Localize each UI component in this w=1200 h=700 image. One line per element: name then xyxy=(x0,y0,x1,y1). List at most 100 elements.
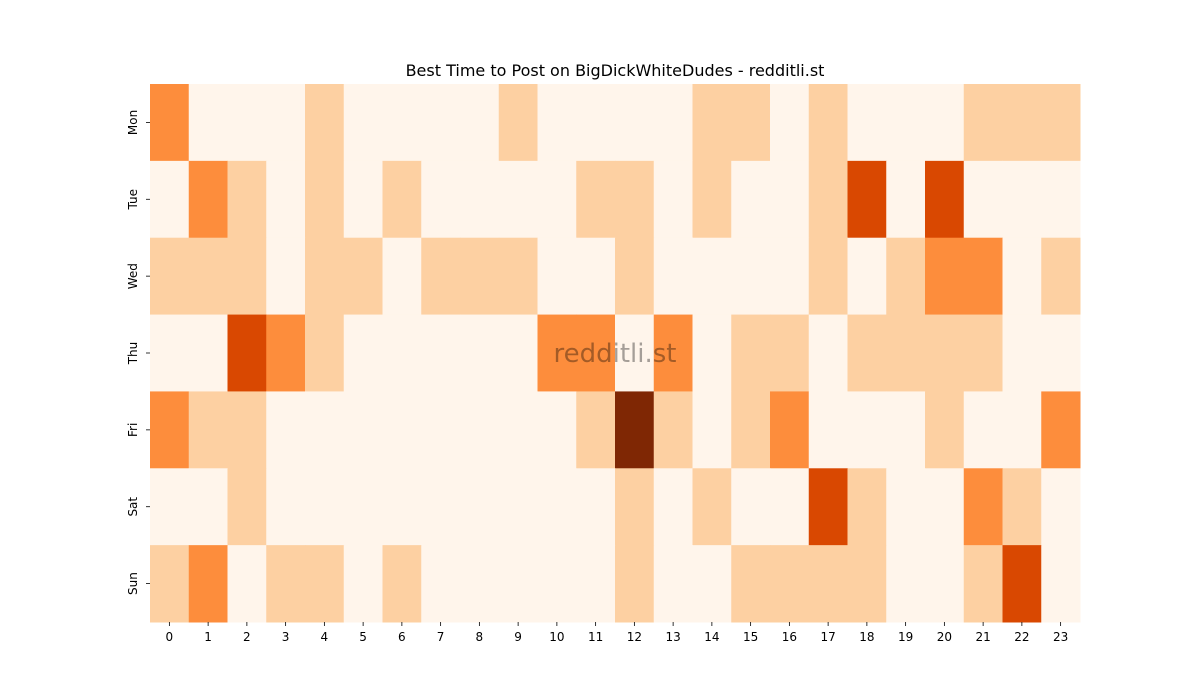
heat-cell xyxy=(653,545,693,623)
x-tick-label: 11 xyxy=(588,630,603,644)
x-tick-label: 22 xyxy=(1014,630,1029,644)
heat-cell xyxy=(421,237,461,316)
y-tick-label: Thu xyxy=(126,342,140,366)
heat-cell xyxy=(498,237,538,316)
heat-cell xyxy=(343,391,383,469)
x-tick-label: 14 xyxy=(704,630,719,644)
heat-cell xyxy=(692,314,732,392)
x-tick-label: 15 xyxy=(743,630,758,644)
heat-cell xyxy=(537,545,577,623)
heat-cell xyxy=(847,545,887,623)
heat-cell xyxy=(188,237,228,316)
heat-cell xyxy=(808,237,848,316)
x-tick-label: 3 xyxy=(282,630,290,644)
heat-cell xyxy=(731,468,771,546)
heat-cell xyxy=(305,468,345,546)
watermark: redditli.st xyxy=(554,339,677,369)
heat-cell xyxy=(615,314,655,392)
heat-cell xyxy=(1002,237,1042,316)
heat-cell xyxy=(460,545,500,623)
heat-cell xyxy=(537,160,577,239)
heat-cell xyxy=(266,391,306,469)
heat-cell xyxy=(808,84,848,162)
y-tick-label: Fri xyxy=(126,423,140,437)
heat-cell xyxy=(653,391,693,469)
heat-cell xyxy=(615,391,655,469)
heat-cell xyxy=(963,160,1003,239)
heat-cell xyxy=(808,391,848,469)
heat-cell xyxy=(537,237,577,316)
heat-cell xyxy=(498,545,538,623)
heat-cell xyxy=(382,84,422,162)
x-tick-label: 18 xyxy=(859,630,874,644)
heat-cell xyxy=(1041,237,1081,316)
heat-cell xyxy=(266,314,306,392)
heat-cell xyxy=(770,160,810,239)
heat-cell xyxy=(498,468,538,546)
heat-cell xyxy=(537,391,577,469)
heat-cell xyxy=(847,314,887,392)
heat-cell xyxy=(770,237,810,316)
heat-cell xyxy=(615,545,655,623)
x-tick-label: 4 xyxy=(321,630,329,644)
heat-cell xyxy=(305,84,345,162)
heat-cell xyxy=(886,84,926,162)
heat-cell xyxy=(576,237,616,316)
heat-cell xyxy=(150,468,190,546)
heat-cell xyxy=(847,237,887,316)
heat-cell xyxy=(537,84,577,162)
heat-cell xyxy=(460,391,500,469)
x-tick-label: 2 xyxy=(243,630,251,644)
heat-cell xyxy=(731,160,771,239)
heat-cell xyxy=(1002,391,1042,469)
heat-cell xyxy=(305,160,345,239)
heat-cell xyxy=(886,160,926,239)
heat-cell xyxy=(1041,160,1081,239)
heat-cell xyxy=(925,545,965,623)
heat-cell xyxy=(382,237,422,316)
heat-cell xyxy=(266,237,306,316)
heat-cell xyxy=(653,237,693,316)
heat-cell xyxy=(421,160,461,239)
heat-cell xyxy=(150,160,190,239)
heat-cell xyxy=(963,545,1003,623)
heat-cell xyxy=(382,391,422,469)
heat-cell xyxy=(1002,84,1042,162)
heat-cell xyxy=(305,237,345,316)
heat-cell xyxy=(150,545,190,623)
heat-cell xyxy=(188,314,228,392)
heat-cell xyxy=(343,84,383,162)
heat-cell xyxy=(808,468,848,546)
heat-cell xyxy=(692,160,732,239)
y-tick-label: Sun xyxy=(126,572,140,595)
heat-cell xyxy=(227,160,267,239)
heat-cell xyxy=(770,545,810,623)
heat-cell xyxy=(421,545,461,623)
heat-cell xyxy=(343,237,383,316)
heat-cell xyxy=(963,237,1003,316)
x-tick-label: 19 xyxy=(898,630,913,644)
heat-cell xyxy=(653,84,693,162)
heat-cell xyxy=(1002,160,1042,239)
heat-cell xyxy=(1002,545,1042,623)
heat-cell xyxy=(150,391,190,469)
heat-cell xyxy=(576,160,616,239)
x-tick-label: 0 xyxy=(166,630,174,644)
y-tick-label: Mon xyxy=(126,110,140,135)
x-tick-label: 9 xyxy=(514,630,522,644)
x-tick-label: 13 xyxy=(665,630,680,644)
heat-cell xyxy=(653,314,693,392)
heat-cell xyxy=(421,468,461,546)
x-tick-label: 1 xyxy=(204,630,212,644)
heat-cell xyxy=(925,160,965,239)
heat-cell xyxy=(576,314,616,392)
heat-cell xyxy=(460,84,500,162)
heat-cell xyxy=(808,160,848,239)
heat-cell xyxy=(576,391,616,469)
heat-cell xyxy=(576,468,616,546)
heat-cell xyxy=(150,237,190,316)
heat-cell xyxy=(963,391,1003,469)
heat-cell xyxy=(227,545,267,623)
heat-cell xyxy=(1041,314,1081,392)
